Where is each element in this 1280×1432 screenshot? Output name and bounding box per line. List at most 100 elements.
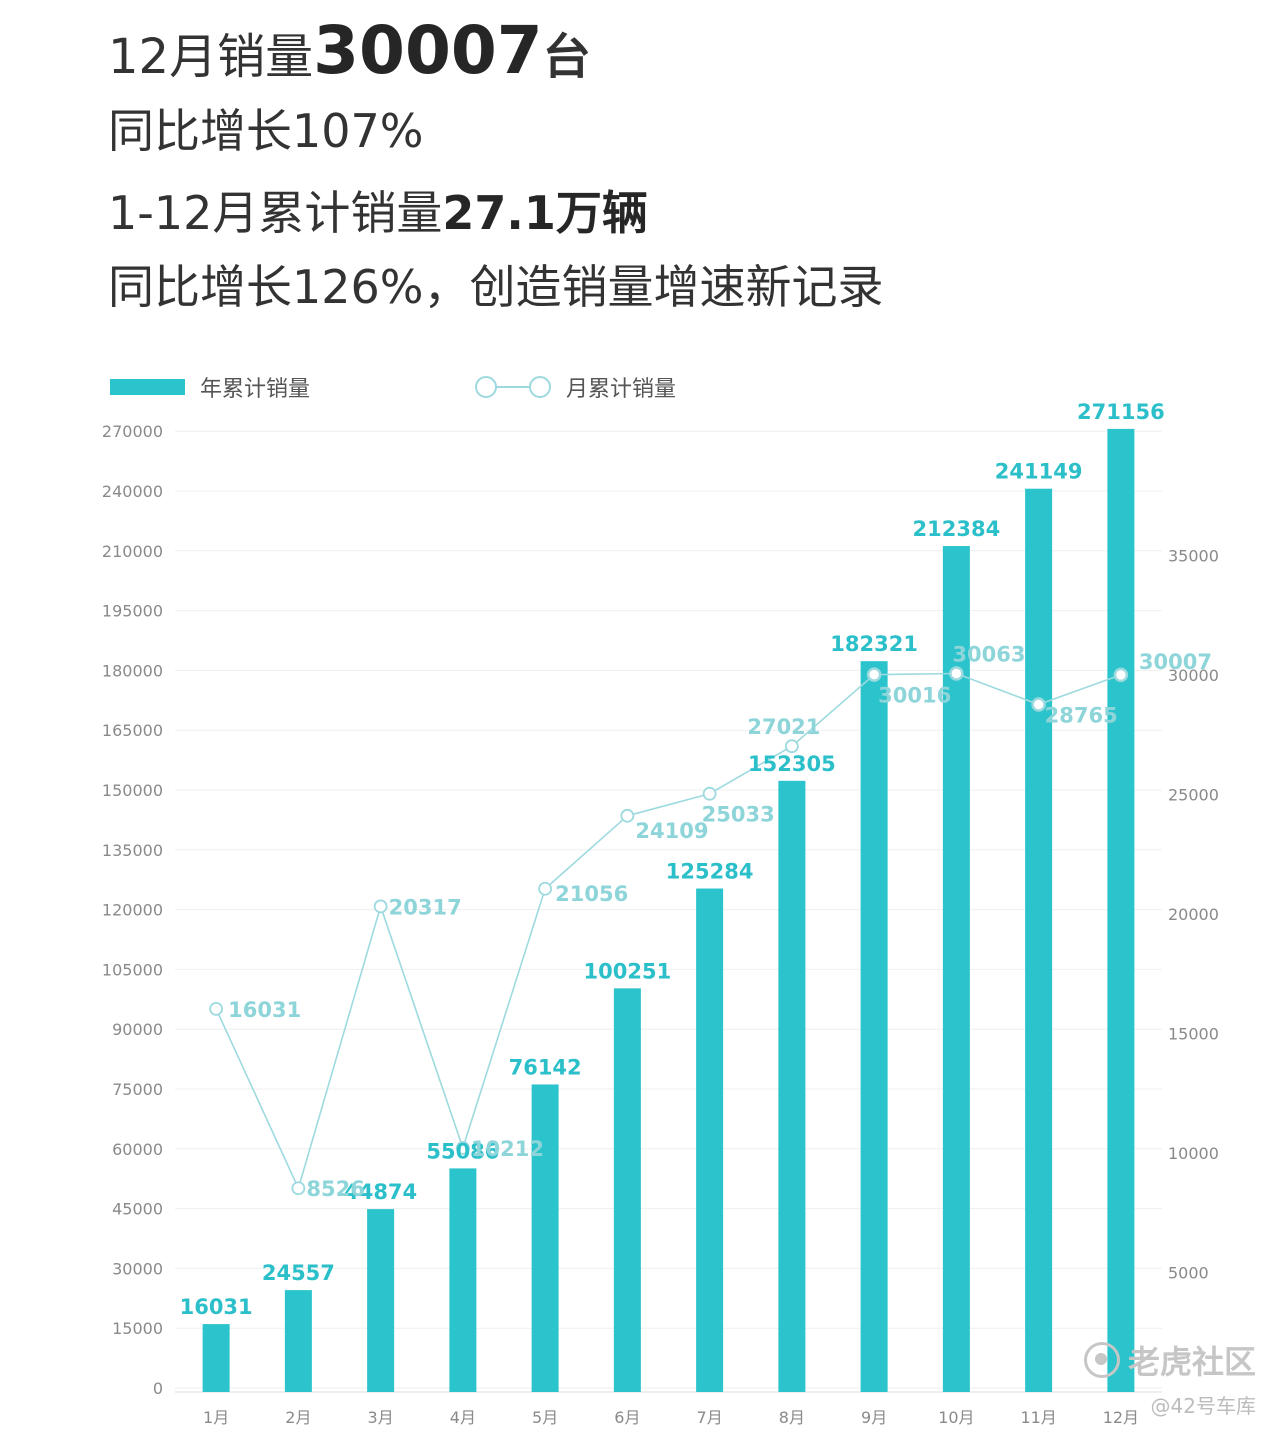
bar-data-label: 182321 xyxy=(830,632,918,656)
x-tick-label: 12月 xyxy=(1103,1408,1139,1427)
line-data-label: 8526 xyxy=(306,1177,364,1201)
bar-data-label: 152305 xyxy=(748,752,836,776)
legend-line-label: 月累计销量 xyxy=(566,377,676,402)
y-left-tick-label: 60000 xyxy=(112,1140,163,1159)
legend-line-marker xyxy=(475,376,497,398)
headline-monthly-prefix: 12月销量 xyxy=(108,29,314,85)
y-left-tick-label: 180000 xyxy=(102,661,163,680)
bar-data-label: 271156 xyxy=(1077,400,1165,424)
line-data-label: 16031 xyxy=(228,998,301,1022)
bar xyxy=(942,546,970,1392)
line-point-inner xyxy=(871,671,878,678)
line-point xyxy=(620,808,635,823)
y-left-tick-label: 30000 xyxy=(112,1259,163,1278)
legend-bar-swatch xyxy=(110,379,185,395)
legend: 年累计销量 月累计销量 xyxy=(110,376,676,402)
line-point-inner xyxy=(1035,701,1042,708)
bar xyxy=(449,1168,477,1392)
x-tick-label: 7月 xyxy=(697,1408,723,1427)
headline-monthly-value: 30007 xyxy=(313,12,543,89)
line-data-label: 24109 xyxy=(635,819,708,843)
y-left-tick-label: 240000 xyxy=(102,482,163,501)
y-right-tick-label: 15000 xyxy=(1168,1025,1219,1044)
y-left-tick-label: 90000 xyxy=(112,1020,163,1039)
line-point xyxy=(291,1181,306,1196)
y-left-tick-label: 165000 xyxy=(102,721,163,740)
x-tick-label: 10月 xyxy=(938,1408,974,1427)
x-tick-label: 11月 xyxy=(1020,1408,1056,1427)
line-data-label: 28765 xyxy=(1045,704,1118,728)
y-right-tick-label: 20000 xyxy=(1168,905,1219,924)
line-point xyxy=(455,1141,470,1155)
y-left-tick-label: 105000 xyxy=(102,960,163,979)
data-labels: 16031 24557 44874 55086 76142 100251 125284 152… xyxy=(180,400,1212,1319)
y-left-tick-label: 0 xyxy=(153,1379,163,1398)
bar-data-label: 241149 xyxy=(995,460,1083,484)
line-point xyxy=(538,881,553,896)
line-point-inner xyxy=(1117,671,1124,678)
bar-data-label: 44874 xyxy=(344,1180,417,1204)
line-data-label: 27021 xyxy=(747,715,820,739)
bar xyxy=(202,1324,230,1392)
line-point xyxy=(209,1001,224,1016)
line-data-label: 20317 xyxy=(389,895,462,919)
bar xyxy=(284,1290,312,1392)
bar-data-label: 16031 xyxy=(180,1295,253,1319)
bar-data-label: 212384 xyxy=(913,517,1001,541)
chart-grid xyxy=(175,430,1162,1393)
y-left-tick-label: 45000 xyxy=(112,1200,163,1219)
x-tick-label: 6月 xyxy=(614,1408,640,1427)
y-right-tick-label: 35000 xyxy=(1168,547,1219,566)
bar xyxy=(860,661,888,1392)
headline-monthly-sales: 12月销量30007台 xyxy=(108,12,591,96)
bar xyxy=(1025,488,1053,1392)
x-tick-label: 3月 xyxy=(368,1408,394,1427)
x-tick-label: 2月 xyxy=(285,1408,311,1427)
bar-data-label: 24557 xyxy=(262,1261,335,1285)
y-left-tick-label: 270000 xyxy=(102,422,163,441)
y-left-tick-label: 135000 xyxy=(102,841,163,860)
y-left-tick-label: 210000 xyxy=(102,542,163,561)
bar xyxy=(531,1084,559,1392)
headline-annual-growth: 同比增长126%，创造销量增速新记录 xyxy=(108,260,884,314)
x-tick-label: 1月 xyxy=(203,1408,229,1427)
y-right-tick-label: 25000 xyxy=(1168,786,1219,805)
x-tick-label: 8月 xyxy=(779,1408,805,1427)
line-point-inner xyxy=(953,670,960,677)
line-point xyxy=(702,786,717,801)
axes: 0 15000 30000 45000 60000 75000 90000 105000 120… xyxy=(102,422,1219,1427)
y-left-tick-label: 15000 xyxy=(112,1319,163,1338)
bar xyxy=(613,988,641,1392)
legend-line-marker xyxy=(529,376,551,398)
bar-data-label: 55086 xyxy=(426,1139,499,1163)
x-tick-label: 5月 xyxy=(532,1408,558,1427)
y-right-tick-label: 10000 xyxy=(1168,1144,1219,1163)
line-data-label: 30016 xyxy=(878,684,951,708)
x-tick-label: 9月 xyxy=(861,1408,887,1427)
line-point xyxy=(373,899,388,914)
watermark-author: @42号车库 xyxy=(1150,1394,1256,1418)
watermark-brand-text: 老虎社区 xyxy=(1127,1343,1256,1381)
y-right-tick-label: 5000 xyxy=(1168,1264,1209,1283)
watermark-brand: 老虎社区 xyxy=(1083,1337,1256,1383)
bar-data-label: 100251 xyxy=(584,959,672,983)
line-data-label: 30007 xyxy=(1139,650,1212,674)
bar xyxy=(367,1209,395,1392)
line-data-label: 25033 xyxy=(702,803,775,827)
y-left-tick-label: 75000 xyxy=(112,1080,163,1099)
bar xyxy=(696,888,724,1392)
line-data-label: 21056 xyxy=(555,882,628,906)
headline-monthly-unit: 台 xyxy=(542,29,591,85)
bar xyxy=(1107,428,1135,1392)
y-left-tick-label: 150000 xyxy=(102,781,163,800)
bar-data-label: 125284 xyxy=(666,860,754,884)
line-data-label: 10212 xyxy=(471,1137,544,1161)
y-right-tick-label: 30000 xyxy=(1168,666,1219,685)
line-path xyxy=(215,672,1122,1191)
bar-data-label: 76142 xyxy=(509,1055,582,1079)
headline-annual-value: 27.1万辆 xyxy=(442,186,648,240)
legend-bar-label: 年累计销量 xyxy=(200,377,310,402)
bar-series xyxy=(202,428,1135,1392)
line-data-label: 30063 xyxy=(952,642,1025,666)
